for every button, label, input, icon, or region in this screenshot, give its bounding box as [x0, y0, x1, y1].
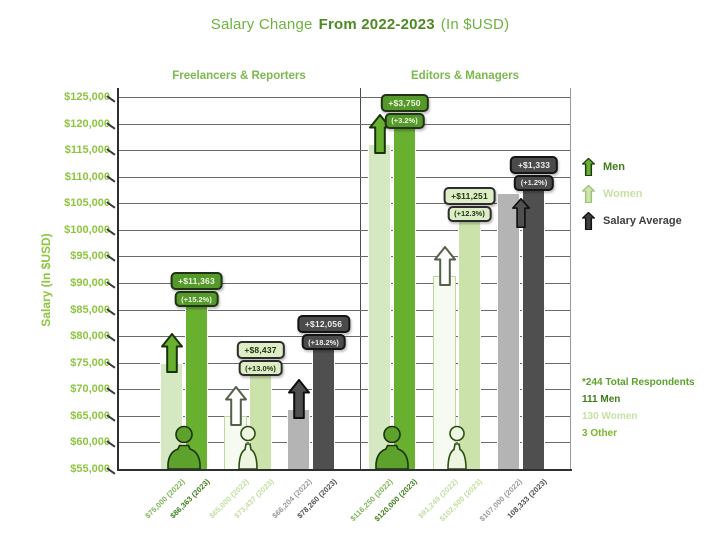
change-amount-badge: +$8,437: [236, 341, 285, 360]
chart-title-prefix: Salary Change: [210, 16, 313, 33]
y-tick-label: $105,000: [64, 197, 110, 210]
gridline: [118, 123, 570, 125]
gridline: [118, 97, 570, 98]
men-increase-arrow-icon: [160, 332, 183, 378]
group-divider-line: [360, 88, 361, 469]
woman-silhouette-icon: [231, 425, 265, 474]
change-percent-badge: (+15.2%): [174, 291, 219, 308]
change-amount-badge: +$12,056: [296, 315, 351, 334]
change-amount-badge: +$11,251: [443, 186, 496, 205]
group-header-editors-managers: Editors & Managers: [411, 70, 519, 82]
y-tick-label: $75,000: [70, 356, 110, 369]
change-percent-badge: (+18.2%): [301, 334, 346, 351]
woman-silhouette-icon: [440, 425, 474, 474]
y-tick-label: $120,000: [64, 117, 110, 130]
x-axis-line: [117, 469, 572, 471]
chart-title: Salary Change From 2022-2023 (In $USD): [0, 16, 720, 33]
y-tick-label: $60,000: [70, 436, 110, 449]
legend-item-men: Men: [582, 158, 682, 176]
women-increase-arrow-icon: [433, 246, 456, 291]
legend-label-women: Women: [603, 188, 643, 200]
gridline: [118, 176, 570, 178]
salary-average-arrow-icon: [582, 212, 596, 230]
change-percent-badge: (+1.2%): [513, 174, 555, 191]
y-axis-line: [117, 88, 119, 470]
men-arrow-icon: [582, 158, 596, 176]
note-total-respondents: *244 Total Respondents: [582, 377, 695, 388]
y-tick-label: $80,000: [70, 330, 110, 343]
x-axis-label-text: $116,250 (2022): [348, 477, 395, 524]
plot-right-border: [570, 88, 571, 469]
gridline: [118, 309, 570, 311]
gridline: [118, 256, 570, 258]
women-increase-arrow-icon: [224, 385, 247, 431]
bar-salary-average-2023: [311, 345, 335, 470]
gridline: [118, 415, 570, 417]
y-tick-label: $125,000: [64, 91, 110, 103]
avg-increase-arrow-icon: [512, 197, 530, 233]
note-women-count: 130 Women: [582, 411, 638, 422]
legend-label-salary-average: Salary Average: [603, 215, 682, 227]
change-percent-badge: (+13.0%): [238, 360, 283, 377]
bar-men-2022: [367, 143, 391, 470]
avg-increase-arrow-icon: [287, 379, 310, 424]
y-tick-label: $115,000: [64, 144, 110, 157]
change-amount-badge: +$1,333: [509, 155, 559, 174]
y-tick-label: $100,000: [64, 223, 110, 236]
group-header-freelancers-reporters: Freelancers & Reporters: [172, 70, 306, 82]
gridline: [118, 389, 570, 391]
gridline: [118, 150, 570, 152]
chart-title-range: From 2022-2023: [318, 16, 435, 33]
note-other-count: 3 Other: [582, 428, 618, 439]
gridline: [118, 442, 570, 444]
change-percent-badge: (+12.3%): [447, 205, 492, 222]
legend-item-salary-average: Salary Average: [582, 212, 682, 230]
bar-salary-average-2022: [497, 192, 520, 470]
note-men-count: 111 Men: [582, 394, 621, 405]
y-tick-label: $110,000: [64, 170, 110, 183]
change-amount-badge: +$3,750: [380, 93, 429, 112]
man-silhouette-icon: [373, 425, 411, 474]
gridline: [118, 203, 570, 205]
chart-title-suffix: (In $USD): [440, 16, 510, 33]
legend-item-women: Women: [582, 185, 682, 203]
y-tick-label: $55,000: [70, 463, 110, 475]
bar-men-2023: [392, 123, 416, 470]
respondents-note: *244 Total Respondents 111 Men 130 Women…: [582, 374, 695, 442]
y-tick-label: $95,000: [70, 250, 110, 263]
y-tick-label: $85,000: [70, 303, 110, 316]
x-axis-label-text: $107,000 (2022): [477, 477, 524, 524]
gridline: [118, 229, 570, 231]
legend-label-men: Men: [603, 161, 625, 173]
gridline: [118, 283, 570, 284]
y-tick-label: $70,000: [70, 383, 110, 396]
man-silhouette-icon: [165, 425, 203, 474]
change-amount-badge: +$11,363: [170, 272, 223, 291]
y-tick-label: $90,000: [70, 277, 110, 289]
legend: Men Women Salary Average: [582, 158, 682, 239]
gridline: [118, 362, 570, 364]
women-arrow-icon: [582, 185, 596, 203]
y-tick-label: $65,000: [70, 409, 110, 422]
change-percent-badge: (+3.2%): [384, 112, 425, 129]
